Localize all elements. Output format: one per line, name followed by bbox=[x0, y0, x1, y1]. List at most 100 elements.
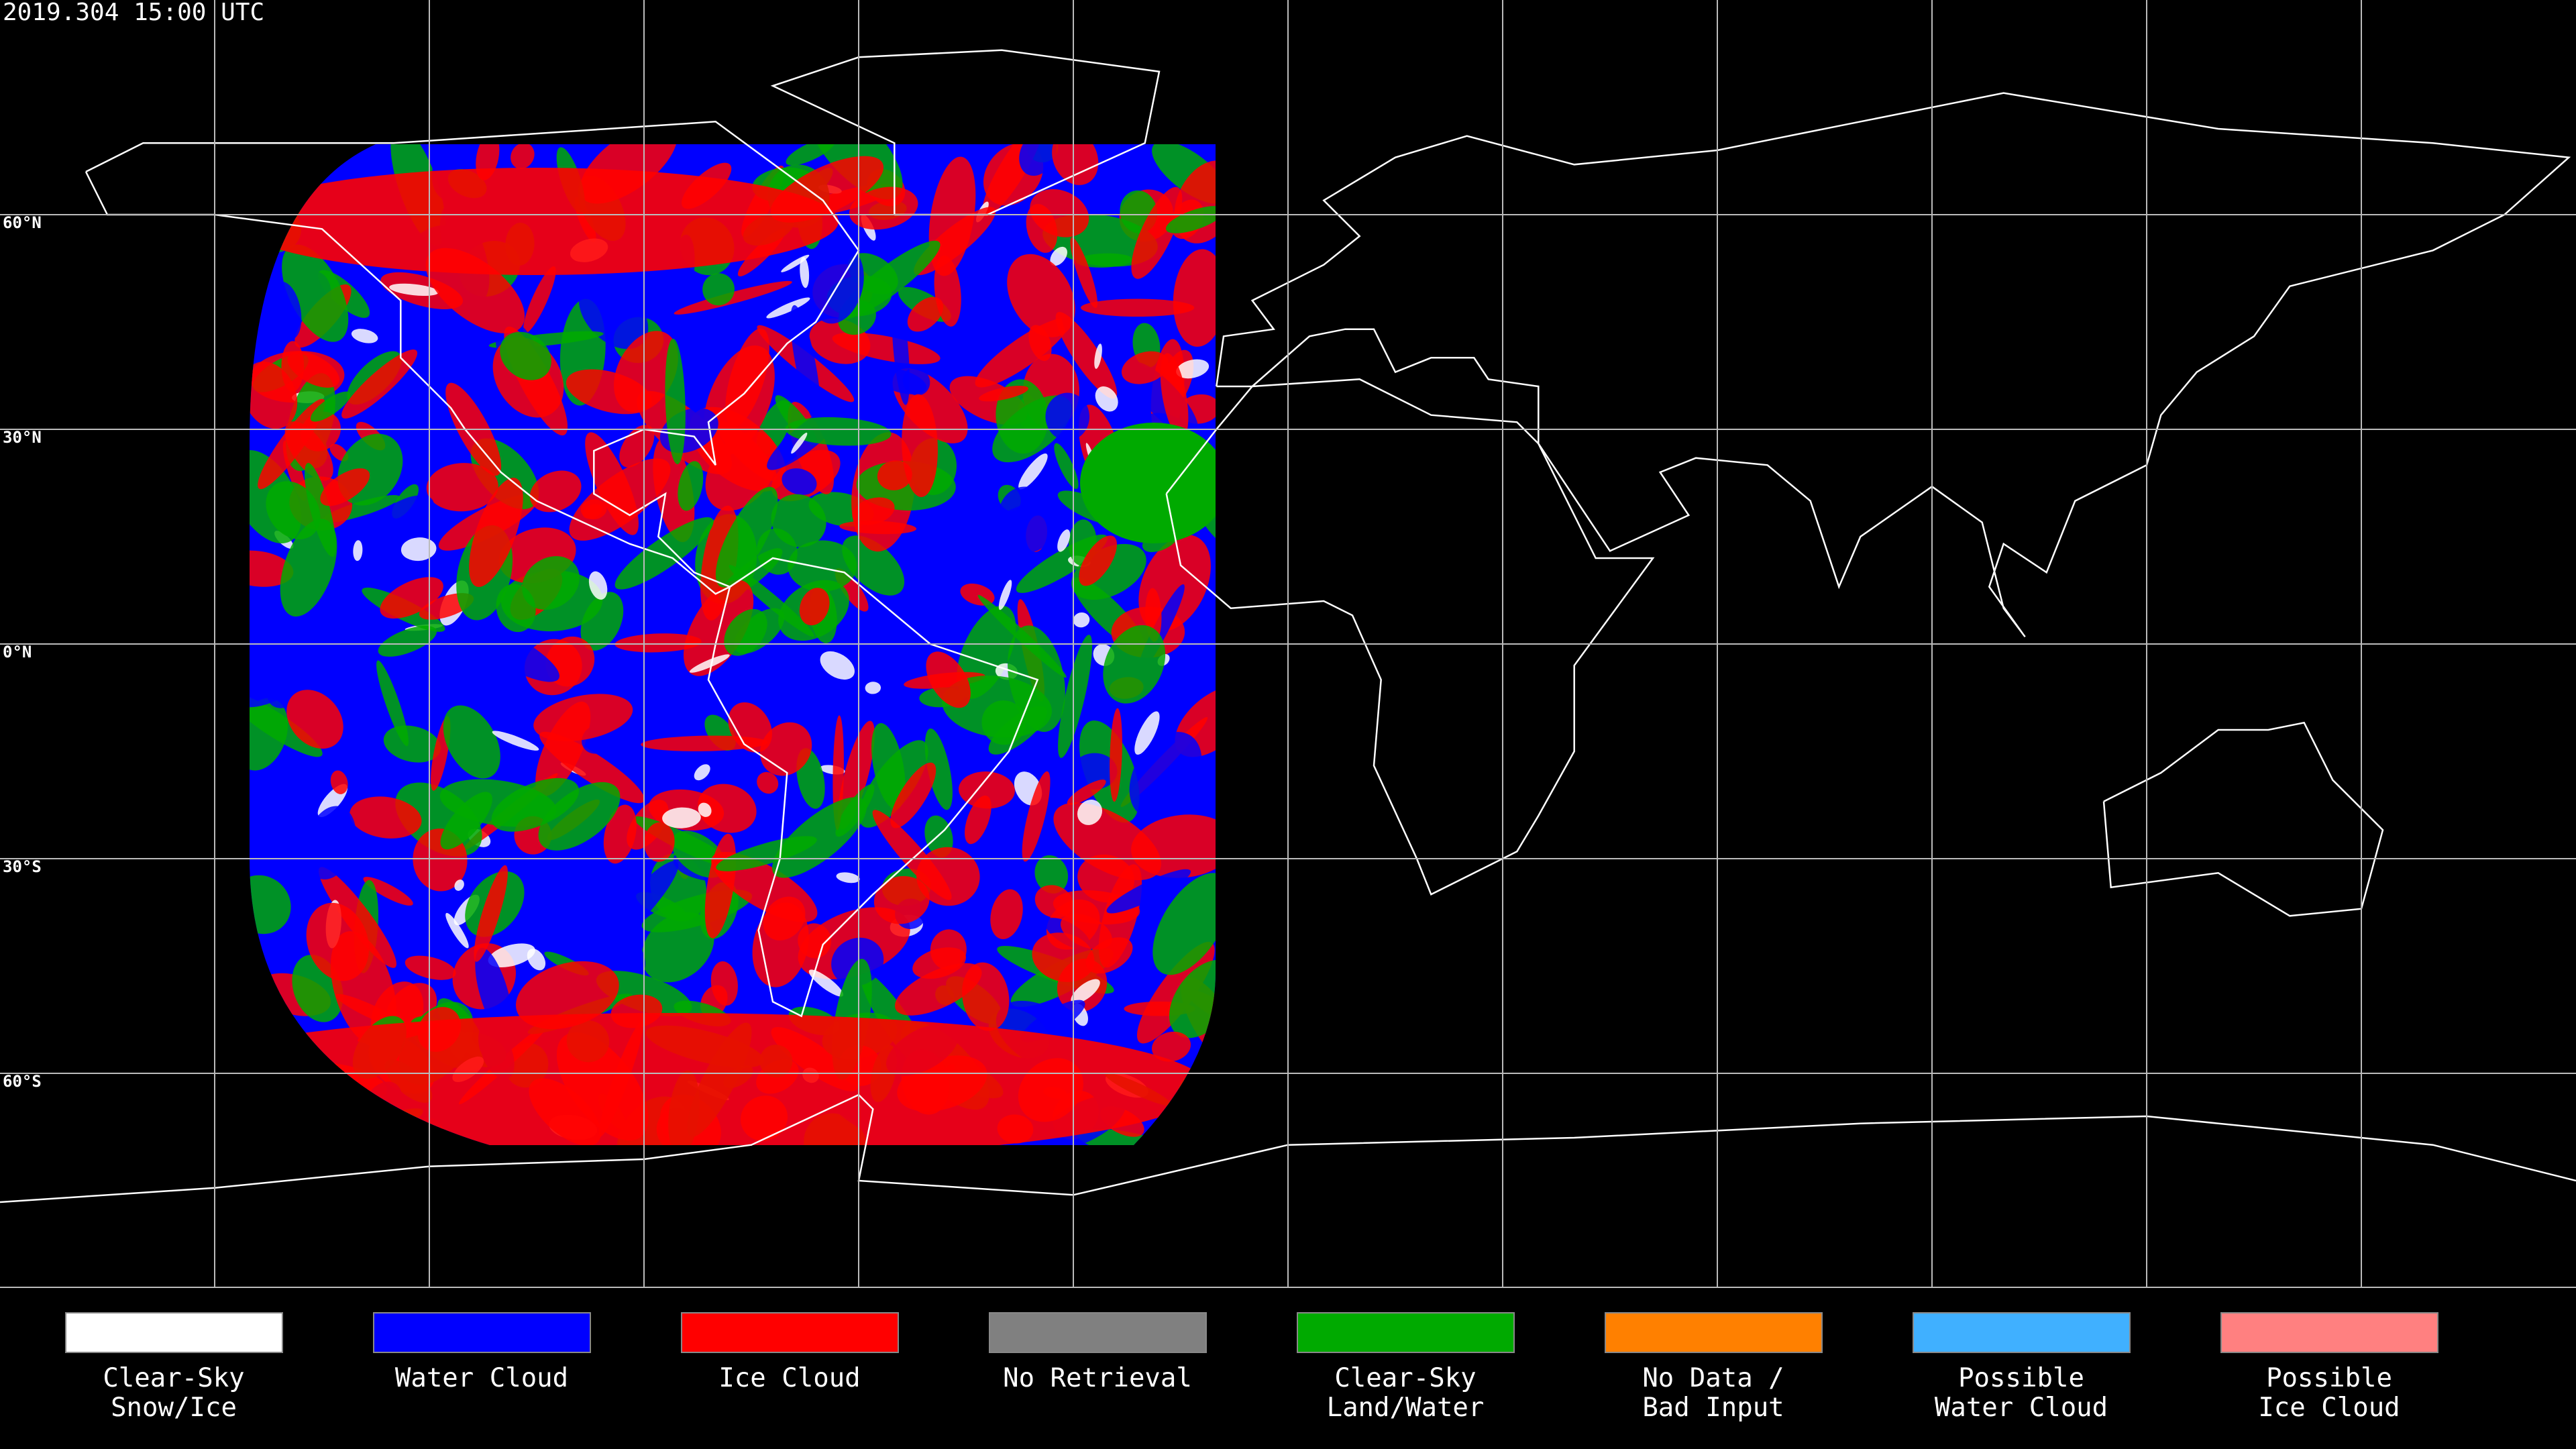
cloud-patch bbox=[924, 728, 953, 810]
cloud-patch bbox=[702, 273, 735, 306]
cloud-patch bbox=[569, 458, 671, 541]
cloud-patch bbox=[1106, 869, 1191, 914]
cloud-patch bbox=[914, 207, 996, 276]
cloud-patch bbox=[771, 494, 826, 547]
cloud-patch bbox=[603, 804, 637, 864]
cloud-patch bbox=[515, 961, 619, 1030]
cloud-patch bbox=[469, 478, 523, 588]
legend-label: Possible bbox=[1958, 1363, 2084, 1393]
cloud-patch bbox=[474, 865, 508, 962]
cloud-patch bbox=[725, 328, 769, 427]
cloud-patch bbox=[310, 391, 351, 422]
cloud-patch bbox=[641, 735, 768, 751]
cloud-patch bbox=[1045, 392, 1090, 441]
legend-label: Land/Water bbox=[1327, 1393, 1485, 1423]
cloud-patch bbox=[799, 588, 830, 626]
cloud-patch bbox=[496, 584, 536, 633]
cloud-patch bbox=[492, 731, 539, 751]
cloud-patch bbox=[527, 949, 546, 971]
cloud-patch bbox=[266, 481, 321, 539]
coastline bbox=[1216, 92, 2571, 638]
cloud-patch bbox=[250, 550, 294, 587]
cloud-patch bbox=[320, 468, 370, 506]
lat-label: 60°N bbox=[3, 213, 42, 232]
cloud-patch bbox=[491, 777, 580, 832]
cloud-patch bbox=[1129, 731, 1202, 819]
cloud-patch bbox=[1081, 299, 1195, 317]
cloud-patch bbox=[689, 654, 730, 673]
cloud-patch bbox=[849, 186, 918, 230]
cloud-patch bbox=[1110, 708, 1122, 802]
cloud-patch bbox=[926, 651, 971, 708]
ice-band bbox=[250, 168, 839, 275]
cloud-patch bbox=[258, 398, 325, 490]
cloud-patch bbox=[1077, 1128, 1181, 1145]
coastline bbox=[770, 49, 1161, 216]
cloud-patch bbox=[683, 580, 754, 676]
cloud-patch bbox=[580, 592, 624, 651]
cloud-patch bbox=[1050, 246, 1067, 266]
satellite-imagery bbox=[250, 144, 1216, 1145]
cloud-patch bbox=[500, 331, 551, 380]
cloud-patch bbox=[445, 912, 469, 949]
cloud-patch bbox=[1173, 249, 1216, 347]
cloud-patch bbox=[250, 875, 291, 934]
cloud-patch bbox=[1007, 254, 1075, 337]
cloud-patch bbox=[678, 461, 704, 511]
cloud-patch bbox=[588, 571, 608, 600]
cloud-patch bbox=[1094, 343, 1102, 369]
cloud-patch bbox=[990, 889, 1023, 940]
cloud-patch bbox=[529, 470, 582, 513]
cloud-patch bbox=[1169, 959, 1216, 1038]
cloud-patch bbox=[1131, 186, 1183, 279]
coastline bbox=[85, 121, 860, 595]
cloud-patch bbox=[698, 802, 712, 817]
legend-label: Clear-Sky bbox=[1334, 1363, 1476, 1393]
legend-label: Water Cloud bbox=[395, 1363, 568, 1393]
cloud-patch bbox=[662, 807, 701, 828]
cloud-patch bbox=[1103, 625, 1166, 704]
lat-label: 0°N bbox=[3, 643, 32, 661]
cloud-patch bbox=[378, 625, 437, 657]
cloud-patch bbox=[305, 806, 356, 879]
cloud-patch bbox=[873, 875, 930, 924]
legend-swatch bbox=[65, 1312, 283, 1353]
cloud-patch bbox=[1070, 237, 1098, 309]
cloud-patch bbox=[533, 694, 633, 741]
cloud-patch bbox=[716, 836, 817, 871]
cloud-patch bbox=[1085, 937, 1133, 974]
legend-label: Clear-Sky bbox=[103, 1363, 244, 1393]
cloud-patch bbox=[1152, 1031, 1191, 1062]
cloud-patch bbox=[1121, 351, 1169, 384]
cloud-patch bbox=[330, 770, 348, 794]
cloud-patch bbox=[1034, 885, 1073, 918]
cloud-patch bbox=[454, 879, 464, 891]
cloud-patch bbox=[580, 499, 607, 520]
cloud-patch bbox=[511, 144, 535, 169]
cloud-patch bbox=[350, 796, 422, 839]
cloud-patch bbox=[380, 577, 443, 619]
cloud-patch bbox=[902, 394, 938, 498]
cloud-patch bbox=[1160, 353, 1189, 439]
legend-swatch bbox=[681, 1312, 899, 1353]
cloud-patch bbox=[1022, 771, 1051, 862]
cloud-patch bbox=[426, 463, 498, 512]
cloud-patch bbox=[1053, 802, 1161, 881]
cloud-patch bbox=[598, 861, 679, 949]
legend-swatch bbox=[1913, 1312, 2131, 1353]
cloud-patch bbox=[1071, 753, 1118, 790]
cloud-patch bbox=[959, 771, 1015, 809]
cloud-patch bbox=[282, 244, 349, 342]
cloud-patch bbox=[868, 604, 945, 649]
cloud-patch bbox=[1034, 855, 1069, 894]
cloud-patch bbox=[839, 240, 941, 320]
cloud-patch bbox=[1055, 312, 1118, 399]
cloud-patch bbox=[389, 283, 439, 297]
cloud-patch bbox=[351, 329, 378, 343]
cloud-patch bbox=[464, 623, 559, 682]
cloud-patch bbox=[614, 517, 714, 590]
cloud-patch bbox=[250, 362, 298, 429]
coastline bbox=[1165, 378, 1655, 896]
cloud-patch bbox=[405, 955, 456, 980]
